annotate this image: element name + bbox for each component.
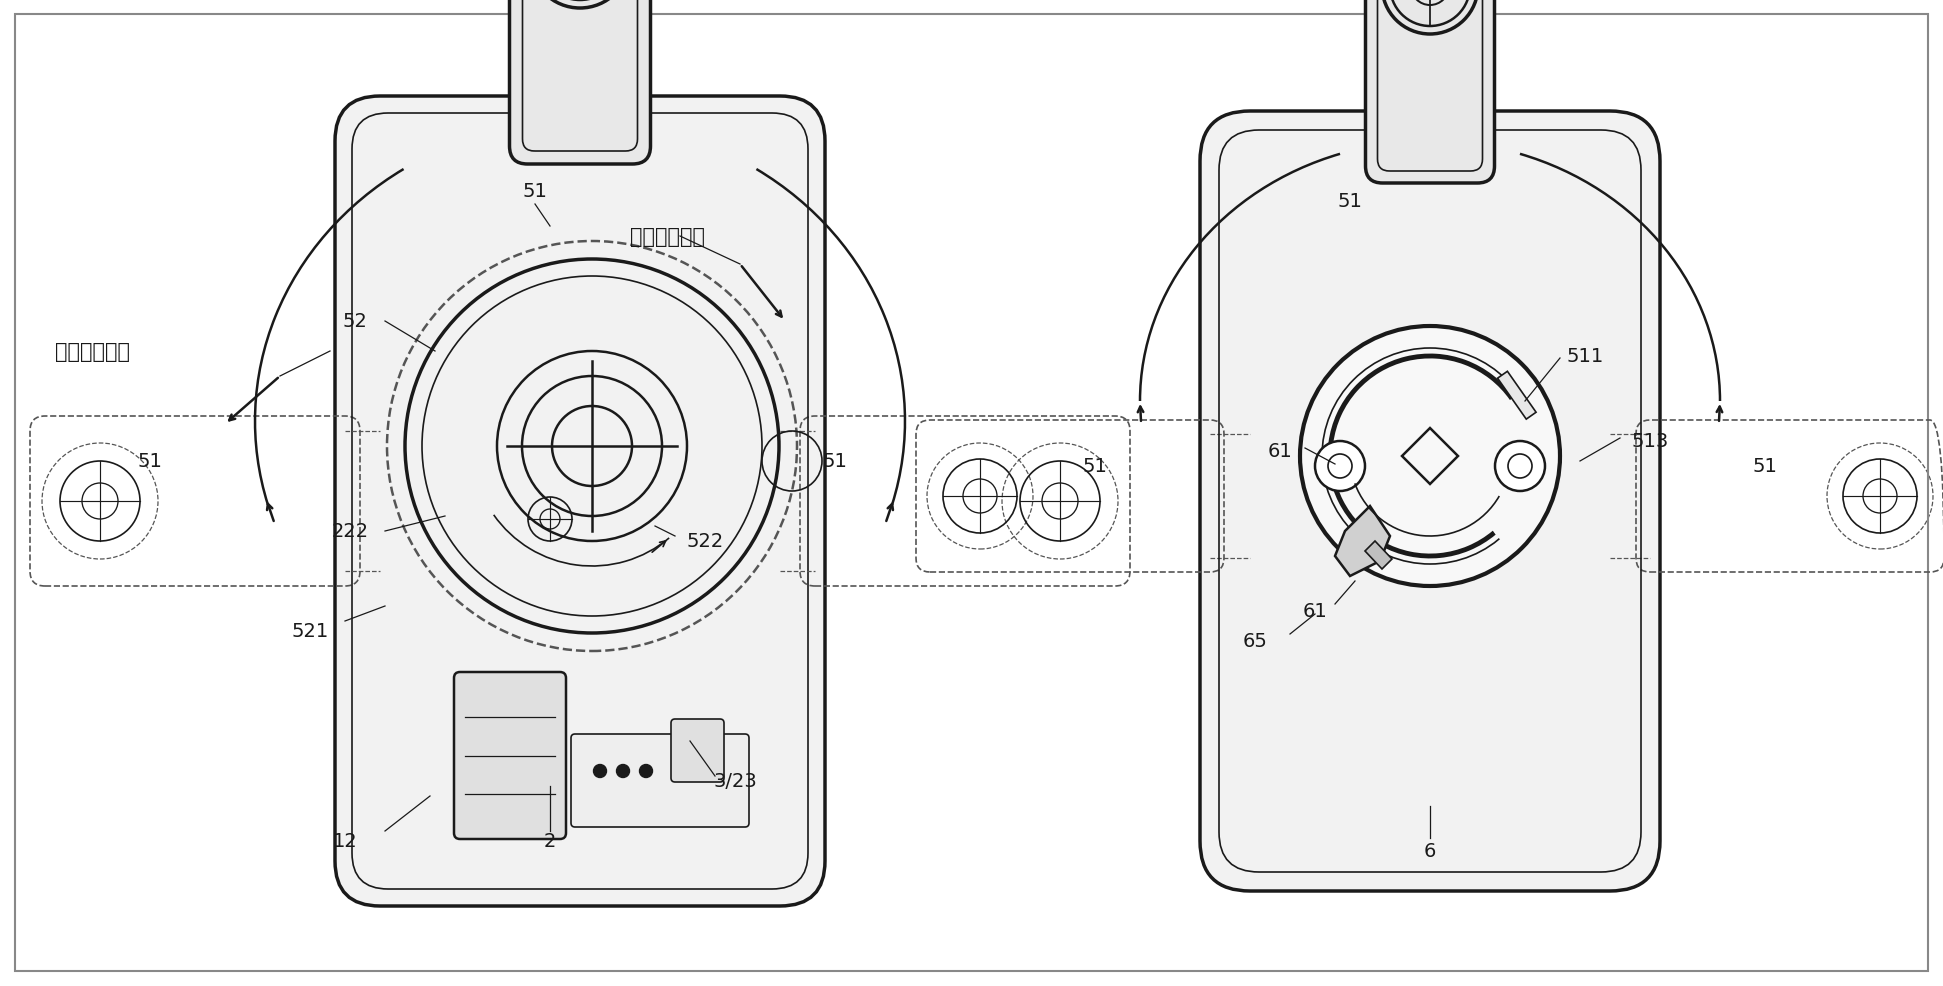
Circle shape (1300, 326, 1560, 587)
FancyBboxPatch shape (1366, 0, 1494, 183)
Polygon shape (1494, 387, 1551, 548)
Text: 52: 52 (342, 313, 367, 331)
Text: 51: 51 (1753, 458, 1778, 476)
Circle shape (616, 765, 630, 778)
FancyBboxPatch shape (670, 719, 725, 782)
Circle shape (593, 765, 606, 778)
Text: 12: 12 (332, 831, 358, 851)
Text: 521: 521 (291, 622, 328, 641)
Text: 61: 61 (1267, 442, 1292, 461)
Circle shape (639, 765, 653, 778)
Text: 522: 522 (686, 532, 723, 551)
Text: 51: 51 (1337, 192, 1362, 211)
Polygon shape (1335, 507, 1389, 577)
Circle shape (1315, 442, 1366, 491)
Text: 511: 511 (1566, 347, 1603, 366)
Text: 第二转动方向: 第二转动方向 (630, 227, 705, 246)
Text: 65: 65 (1244, 632, 1267, 651)
Text: 51: 51 (1082, 458, 1108, 476)
FancyBboxPatch shape (334, 97, 826, 906)
Text: 2: 2 (544, 831, 556, 851)
Text: 51: 51 (523, 182, 548, 201)
FancyBboxPatch shape (1201, 111, 1659, 891)
Text: 513: 513 (1632, 432, 1669, 451)
Text: 6: 6 (1424, 842, 1436, 861)
FancyBboxPatch shape (509, 0, 651, 165)
Text: 51: 51 (822, 452, 847, 471)
FancyBboxPatch shape (455, 672, 565, 839)
Text: 51: 51 (138, 452, 163, 471)
Text: 222: 222 (332, 522, 369, 541)
Circle shape (1494, 442, 1545, 491)
Text: 61: 61 (1302, 601, 1327, 621)
Polygon shape (1366, 541, 1391, 570)
FancyBboxPatch shape (571, 735, 748, 827)
Text: 3/23: 3/23 (713, 772, 758, 791)
Polygon shape (1498, 372, 1537, 420)
Text: 第一转动方向: 第一转动方向 (54, 342, 130, 362)
